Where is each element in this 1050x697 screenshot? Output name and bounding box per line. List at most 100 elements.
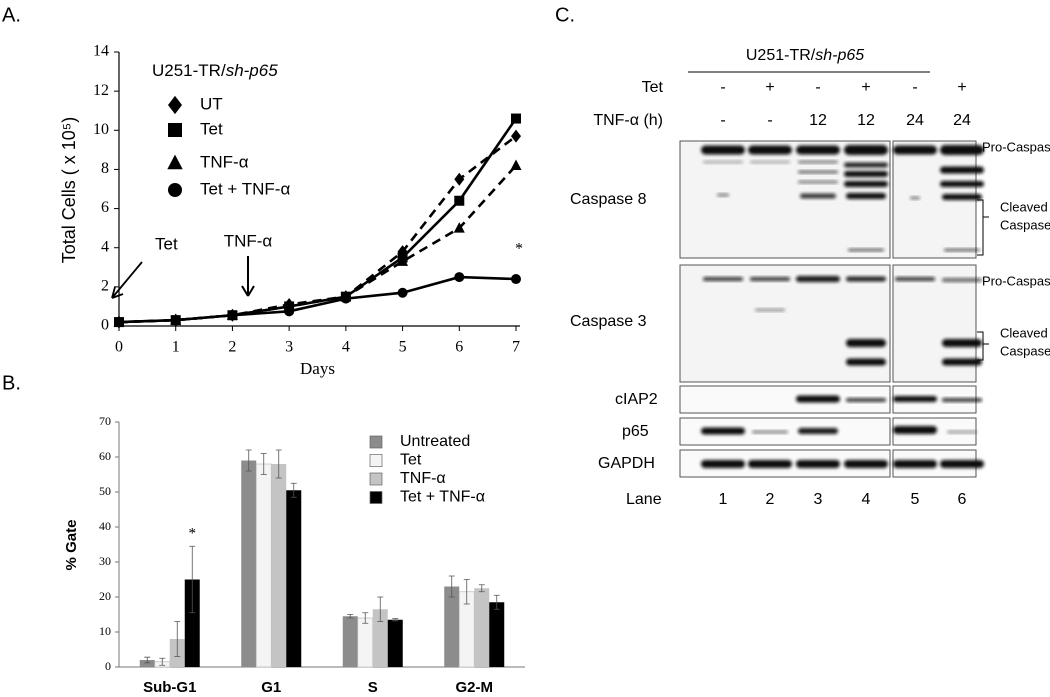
row-value: 12 — [809, 112, 827, 129]
blot-title-part: U251-TR/ — [746, 47, 816, 64]
bar — [444, 586, 460, 667]
y-tick-label: 12 — [93, 82, 109, 99]
row-value: + — [861, 79, 870, 96]
band — [755, 308, 785, 312]
y-tick-label: 4 — [101, 238, 109, 255]
band — [798, 160, 838, 164]
bar — [286, 490, 302, 667]
marker — [397, 255, 409, 266]
band — [703, 160, 743, 164]
marker — [454, 272, 465, 283]
marker — [170, 315, 181, 326]
bar — [271, 464, 287, 667]
legend-label: TNF-α — [200, 152, 249, 171]
blot-title-part: sh-p65 — [815, 47, 864, 64]
row-value: + — [765, 79, 774, 96]
error-bar — [189, 545, 196, 614]
lane-label: Lane — [626, 491, 662, 508]
bar — [241, 460, 257, 667]
marker — [397, 287, 408, 298]
band — [796, 145, 840, 155]
x-tick-label: 6 — [455, 339, 463, 356]
band — [796, 395, 840, 403]
marker — [227, 310, 238, 321]
lane-number: 6 — [958, 491, 967, 508]
legend-label: Tet — [400, 452, 422, 469]
row-value: 12 — [857, 112, 875, 129]
x-tick-label: 5 — [399, 339, 407, 356]
marker — [284, 306, 295, 317]
band — [750, 160, 790, 164]
error-bar — [478, 584, 485, 593]
band — [703, 277, 743, 281]
arrow — [111, 261, 143, 299]
marker — [453, 222, 465, 233]
arrow — [241, 256, 255, 297]
band — [846, 339, 886, 347]
row-value: + — [957, 79, 966, 96]
y-tick-label: 50 — [99, 484, 111, 498]
y-tick-label: 30 — [99, 554, 111, 568]
annotation: TNF-α — [224, 231, 273, 250]
x-tick-label: G2-M — [456, 679, 494, 696]
legend-title: U251-TR/sh-p65 — [152, 61, 278, 80]
y-tick-label: 70 — [99, 414, 111, 428]
row-label: TNF-α (h) — [593, 112, 663, 129]
legend-swatch — [369, 472, 383, 486]
row-value: - — [912, 79, 917, 96]
legend-label: Tet + TNF-α — [200, 179, 290, 198]
y-tick-label: 0 — [101, 317, 109, 334]
bar — [474, 588, 490, 667]
band — [893, 145, 937, 155]
band — [944, 248, 980, 252]
error-bar — [347, 614, 354, 619]
band — [846, 193, 886, 199]
band — [748, 145, 792, 155]
x-tick-label: S — [368, 679, 378, 696]
row-value: 24 — [953, 112, 971, 129]
bar — [184, 579, 200, 667]
row-value: - — [720, 79, 725, 96]
band — [844, 145, 888, 155]
error-bar — [362, 612, 369, 624]
band — [796, 460, 840, 468]
marker — [168, 183, 182, 197]
band — [942, 339, 982, 347]
legend-label: Tet — [200, 119, 223, 138]
band — [942, 194, 982, 200]
error-bar — [174, 621, 181, 657]
x-tick-label: 7 — [512, 339, 520, 356]
lane-number: 4 — [862, 491, 871, 508]
bar — [342, 616, 358, 667]
legend-label: Untreated — [400, 433, 470, 450]
legend-title-part: U251-TR/ — [152, 61, 226, 80]
band — [942, 398, 982, 402]
x-tick-label: G1 — [261, 679, 281, 696]
x-tick-label: 3 — [285, 339, 293, 356]
band — [844, 181, 888, 187]
blot-title: U251-TR/sh-p65 — [746, 47, 864, 64]
error-bar — [260, 453, 267, 475]
band — [752, 430, 788, 434]
band — [910, 196, 920, 200]
y-tick-label: 60 — [99, 449, 111, 463]
panel-label: A. — [2, 4, 21, 26]
error-bar — [245, 449, 252, 472]
y-tick-label: 0 — [105, 659, 111, 673]
band — [796, 276, 840, 282]
error-bar — [377, 596, 384, 622]
band — [940, 460, 984, 468]
band — [750, 277, 790, 281]
blot-label: Caspase 3 — [570, 313, 647, 330]
bar — [357, 617, 374, 668]
marker — [454, 195, 465, 206]
y-tick-label: 20 — [99, 589, 111, 603]
marker — [511, 129, 521, 143]
legend-label: TNF-α — [400, 470, 446, 487]
legend-title-part: sh-p65 — [226, 61, 279, 80]
bracket — [977, 199, 989, 256]
bar — [387, 619, 403, 667]
blot-label: cIAP2 — [615, 391, 658, 408]
blot-label: GAPDH — [598, 455, 655, 472]
side-label: Caspase 8 — [1000, 217, 1050, 232]
